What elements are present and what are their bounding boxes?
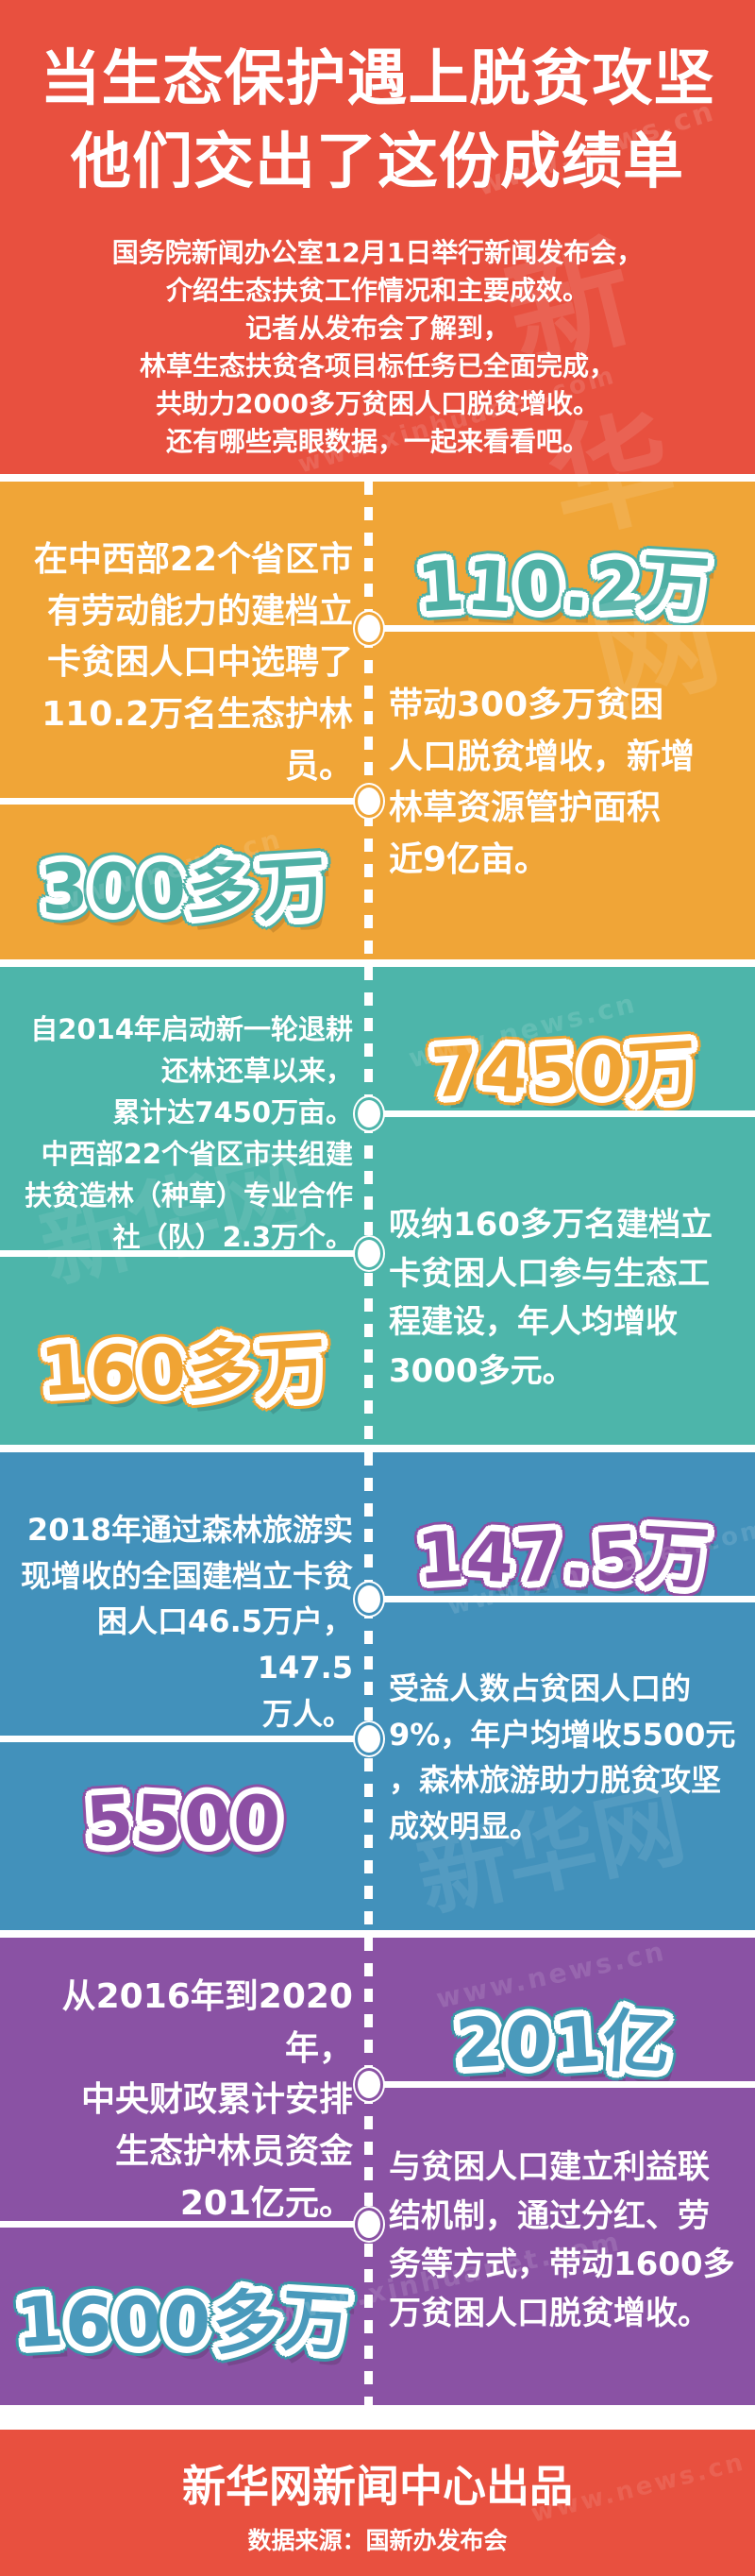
footer-banner: 新华网新闻中心出品 数据来源：国新办发布会 <box>0 2430 755 2576</box>
stat-right-text: 吸纳160多万名建档立 卡贫困人口参与生态工 程建设，年人均增收 3000多元。 <box>389 1206 713 1391</box>
producer-credit: 新华网新闻中心出品 <box>182 2461 573 2512</box>
title-line-2: 他们交出了这份成绩单 <box>71 127 684 197</box>
connector-dot <box>358 615 380 642</box>
stat-right-text: 受益人数占贫困人口的 9%，年户均增收5500元 ，森林旅游助力脱贫攻坚 成效明… <box>389 1670 736 1844</box>
stat-number: 110.2万 <box>414 544 714 629</box>
data-source-note: 数据来源：国新办发布会 <box>247 2527 508 2554</box>
stat-left-text: 从2016年到2020年， 中央财政累计安排 生态护林员资金 201亿元。 <box>61 1977 353 2223</box>
title-line-1: 当生态保护遇上脱贫攻坚 <box>40 44 715 114</box>
section-farmland-to-forest: 自2014年启动新一轮退耕 还林还草以来， 累计达7450万亩。 中西部22个省… <box>0 967 755 1445</box>
section-forest-tourism: 2018年通过森林旅游实 现增收的全国建档立卡贫 困人口46.5万户，147.5… <box>0 1452 755 1930</box>
connector-dot <box>358 1240 380 1267</box>
section-central-funding: 从2016年到2020年， 中央财政累计安排 生态护林员资金 201亿元。 20… <box>0 1938 755 2405</box>
stat-number: 5500 <box>83 1779 285 1862</box>
connector-line-left <box>0 1736 368 1742</box>
stat-right-text: 与贫困人口建立利益联 结机制，通过分红、劳 务等方式，带动1600多 万贫困人口… <box>389 2148 735 2333</box>
stat-number: 201亿 <box>453 2000 676 2085</box>
connector-dot <box>358 788 380 815</box>
connector-line-right <box>368 1110 755 1117</box>
header-banner: 当生态保护遇上脱贫攻坚 他们交出了这份成绩单 国务院新闻办公室12月1日举行新闻… <box>0 0 755 474</box>
connector-line-right <box>368 1596 755 1602</box>
connector-line-left <box>0 2221 368 2228</box>
connector-dot <box>358 2071 380 2098</box>
stat-left-text: 2018年通过森林旅游实 现增收的全国建档立卡贫 困人口46.5万户，147.5… <box>20 1512 353 1732</box>
stat-number: 1600多万 <box>13 2279 355 2364</box>
stat-right-text: 带动300多万贫困 人口脱贫增收，新增 林草资源管护面积 近9亿亩。 <box>389 686 696 880</box>
stat-number: 147.5万 <box>414 1515 714 1600</box>
dashed-divider-line <box>364 967 373 1445</box>
dashed-divider-line <box>364 482 373 959</box>
connector-dot <box>358 1585 380 1613</box>
dashed-divider-line <box>364 1452 373 1930</box>
connector-dot <box>358 1725 380 1753</box>
stat-number: 300多万 <box>38 846 331 931</box>
connector-dot <box>358 2211 380 2238</box>
stat-number: 160多万 <box>38 1328 331 1413</box>
connector-line-right <box>368 2081 755 2088</box>
connector-line-right <box>368 625 755 632</box>
connector-line-left <box>0 1250 368 1257</box>
page-title: 当生态保护遇上脱贫攻坚 他们交出了这份成绩单 <box>0 38 755 204</box>
dashed-divider-line <box>364 1938 373 2405</box>
stat-left-text: 在中西部22个省区市 有劳动能力的建档立 卡贫困人口中选聘了 110.2万名生态… <box>33 540 353 786</box>
intro-paragraph: 国务院新闻办公室12月1日举行新闻发布会， 介绍生态扶贫工作情况和主要成效。 记… <box>111 237 644 457</box>
section-eco-forest-rangers: 在中西部22个省区市 有劳动能力的建档立 卡贫困人口中选聘了 110.2万名生态… <box>0 482 755 959</box>
connector-dot <box>358 1100 380 1127</box>
connector-line-left <box>0 798 368 805</box>
stat-left-text: 自2014年启动新一轮退耕 还林还草以来， 累计达7450万亩。 中西部22个省… <box>24 1013 353 1254</box>
stat-number: 7450万 <box>428 1029 701 1114</box>
